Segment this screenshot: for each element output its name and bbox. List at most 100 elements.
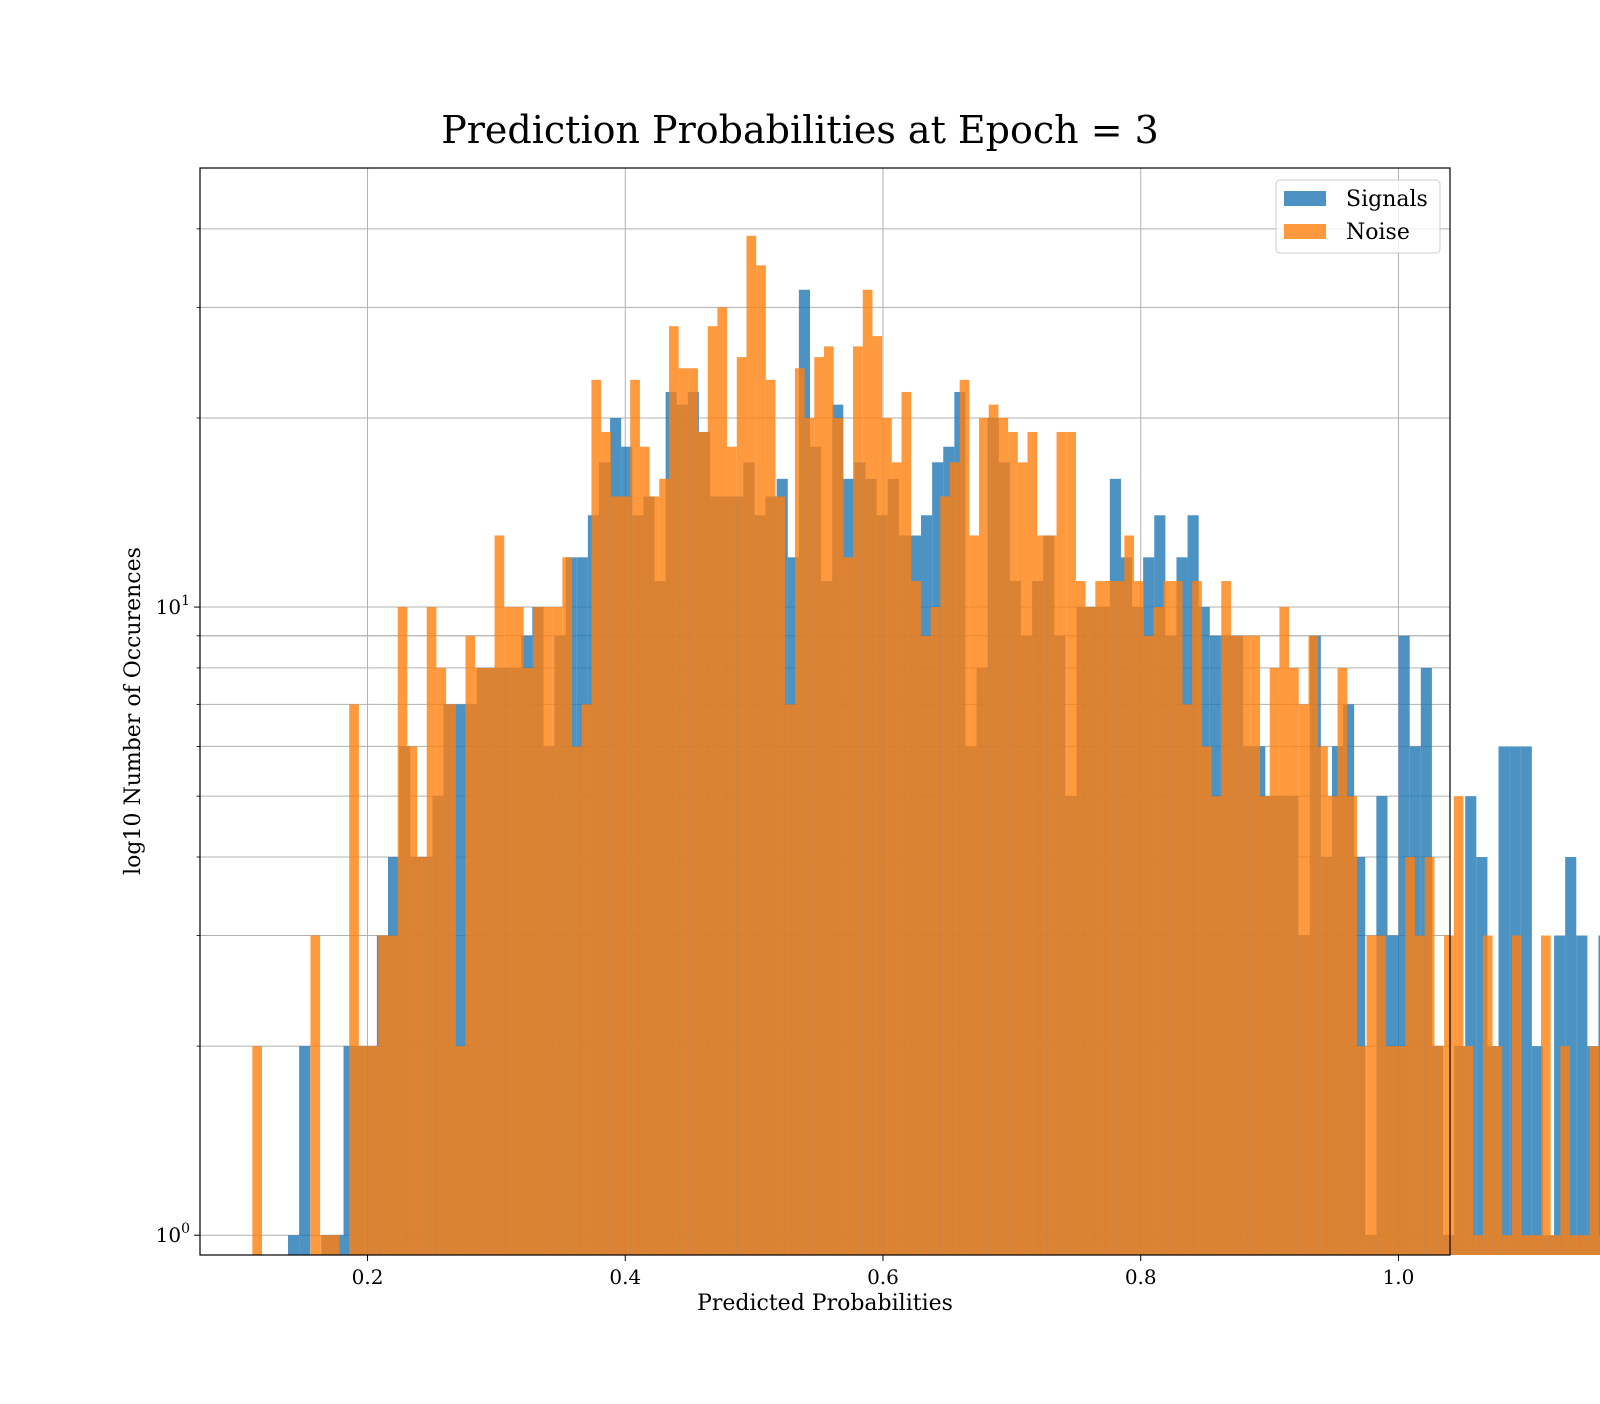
histogram-bar (1366, 935, 1377, 1255)
histogram-bar (1250, 635, 1261, 1255)
histogram-bar (543, 607, 553, 1255)
histogram-bar (1298, 704, 1309, 1255)
histogram-bar (601, 431, 611, 1256)
histogram-bar (1498, 746, 1510, 1255)
histogram-bar (1085, 607, 1096, 1255)
histogram-bar (1182, 704, 1193, 1255)
histogram-bar (1260, 796, 1270, 1255)
histogram-bar (343, 1046, 355, 1255)
histogram-bar (920, 635, 931, 1255)
histogram-bar (775, 496, 786, 1255)
histogram-bar (610, 496, 621, 1255)
histogram-bar (1521, 1235, 1532, 1255)
histogram-bar (591, 379, 602, 1256)
series-noise (252, 235, 1600, 1256)
histogram-bar (455, 1046, 466, 1255)
histogram-bar (678, 368, 689, 1256)
histogram-bar (1415, 935, 1425, 1255)
histogram-bar (882, 417, 892, 1256)
histogram-bar (1124, 535, 1135, 1255)
histogram-bar (1308, 635, 1319, 1255)
histogram-bar (843, 557, 854, 1255)
histogram-bar (1192, 581, 1202, 1255)
histogram-bar (1221, 581, 1231, 1255)
histogram-bar (1056, 431, 1067, 1256)
histogram-bar (1095, 581, 1105, 1255)
histogram-bar (1172, 581, 1183, 1255)
x-tick-label: 0.8 (1125, 1265, 1157, 1289)
histogram-bar (668, 326, 679, 1255)
histogram-bar (288, 1235, 300, 1255)
x-tick-label: 1.0 (1383, 1265, 1415, 1289)
histogram-bar (484, 667, 495, 1255)
histogram-bar (765, 379, 776, 1256)
histogram-bar (407, 746, 418, 1255)
histogram-bar (736, 357, 747, 1256)
histogram-bar (1541, 935, 1551, 1255)
histogram-bar (1114, 581, 1125, 1255)
histogram-bar (1143, 635, 1154, 1255)
x-tick-label: 0.2 (352, 1265, 384, 1289)
histogram-bar (1075, 581, 1086, 1255)
histogram-bar (1550, 1235, 1561, 1255)
histogram-bar (1482, 935, 1493, 1255)
histogram-bar (1465, 796, 1477, 1255)
histogram-bar (1570, 1235, 1580, 1255)
histogram-bar (1240, 635, 1251, 1255)
histogram-bar (930, 607, 941, 1255)
histogram-bar (1598, 935, 1600, 1255)
histogram-bar (1398, 635, 1410, 1255)
histogram-bar (1046, 535, 1057, 1255)
histogram-bar (1395, 1046, 1406, 1255)
histogram-bar (1579, 1235, 1590, 1255)
histogram-bar (310, 935, 321, 1255)
histogram-bar (378, 935, 388, 1255)
histogram-bar (1201, 746, 1212, 1255)
histogram-bar (969, 535, 980, 1255)
histogram-bar (814, 357, 824, 1256)
histogram-bar (1492, 1046, 1503, 1255)
x-tick-label: 0.6 (867, 1265, 899, 1289)
histogram-bar (581, 704, 592, 1255)
y-axis-label: log10 Number of Occurences (121, 547, 146, 875)
legend-label-noise: Noise (1346, 220, 1410, 245)
histogram-bar (1008, 431, 1018, 1256)
histogram-bar (1318, 746, 1328, 1255)
histogram-bar (1434, 1046, 1445, 1255)
axis-ticks: 0.2 0.4 0.6 0.8 1.0 100 101 (156, 228, 1415, 1289)
histogram-bar (940, 496, 950, 1255)
histogram-bar (824, 346, 834, 1255)
histogram-bar (659, 478, 669, 1256)
histogram-bar (862, 289, 873, 1255)
y-tick-label: 101 (156, 593, 190, 619)
histogram-bar (1453, 796, 1464, 1255)
legend: Signals Noise (1275, 179, 1441, 254)
legend-swatch-noise (1284, 224, 1326, 239)
histogram-bar (979, 417, 989, 1256)
histogram-bar (513, 607, 524, 1255)
histogram-bar (872, 336, 883, 1256)
histogram-bar (1531, 1235, 1542, 1255)
histogram-bar (299, 1046, 311, 1255)
histogram-bar (746, 235, 757, 1255)
histogram-bar (1337, 667, 1348, 1255)
histogram-bar (1473, 1235, 1483, 1255)
histogram-bar (552, 607, 563, 1255)
histogram-bar (639, 446, 650, 1256)
histogram-bar (1520, 746, 1532, 1255)
histogram-bar (717, 307, 728, 1256)
histogram-bar (1476, 857, 1488, 1255)
histogram-bar (1163, 581, 1173, 1255)
histogram-bar (1576, 935, 1588, 1255)
histogram-bar (630, 379, 640, 1256)
histogram-bar (475, 667, 485, 1255)
histogram-bar (853, 346, 863, 1255)
histogram-bar (833, 417, 844, 1256)
histogram-bar (504, 607, 514, 1255)
histogram-bar (804, 417, 815, 1256)
histogram-bar (368, 1046, 379, 1255)
histogram-bar (794, 368, 805, 1256)
histogram-bar (358, 1046, 369, 1255)
histogram-bar (1327, 796, 1338, 1255)
